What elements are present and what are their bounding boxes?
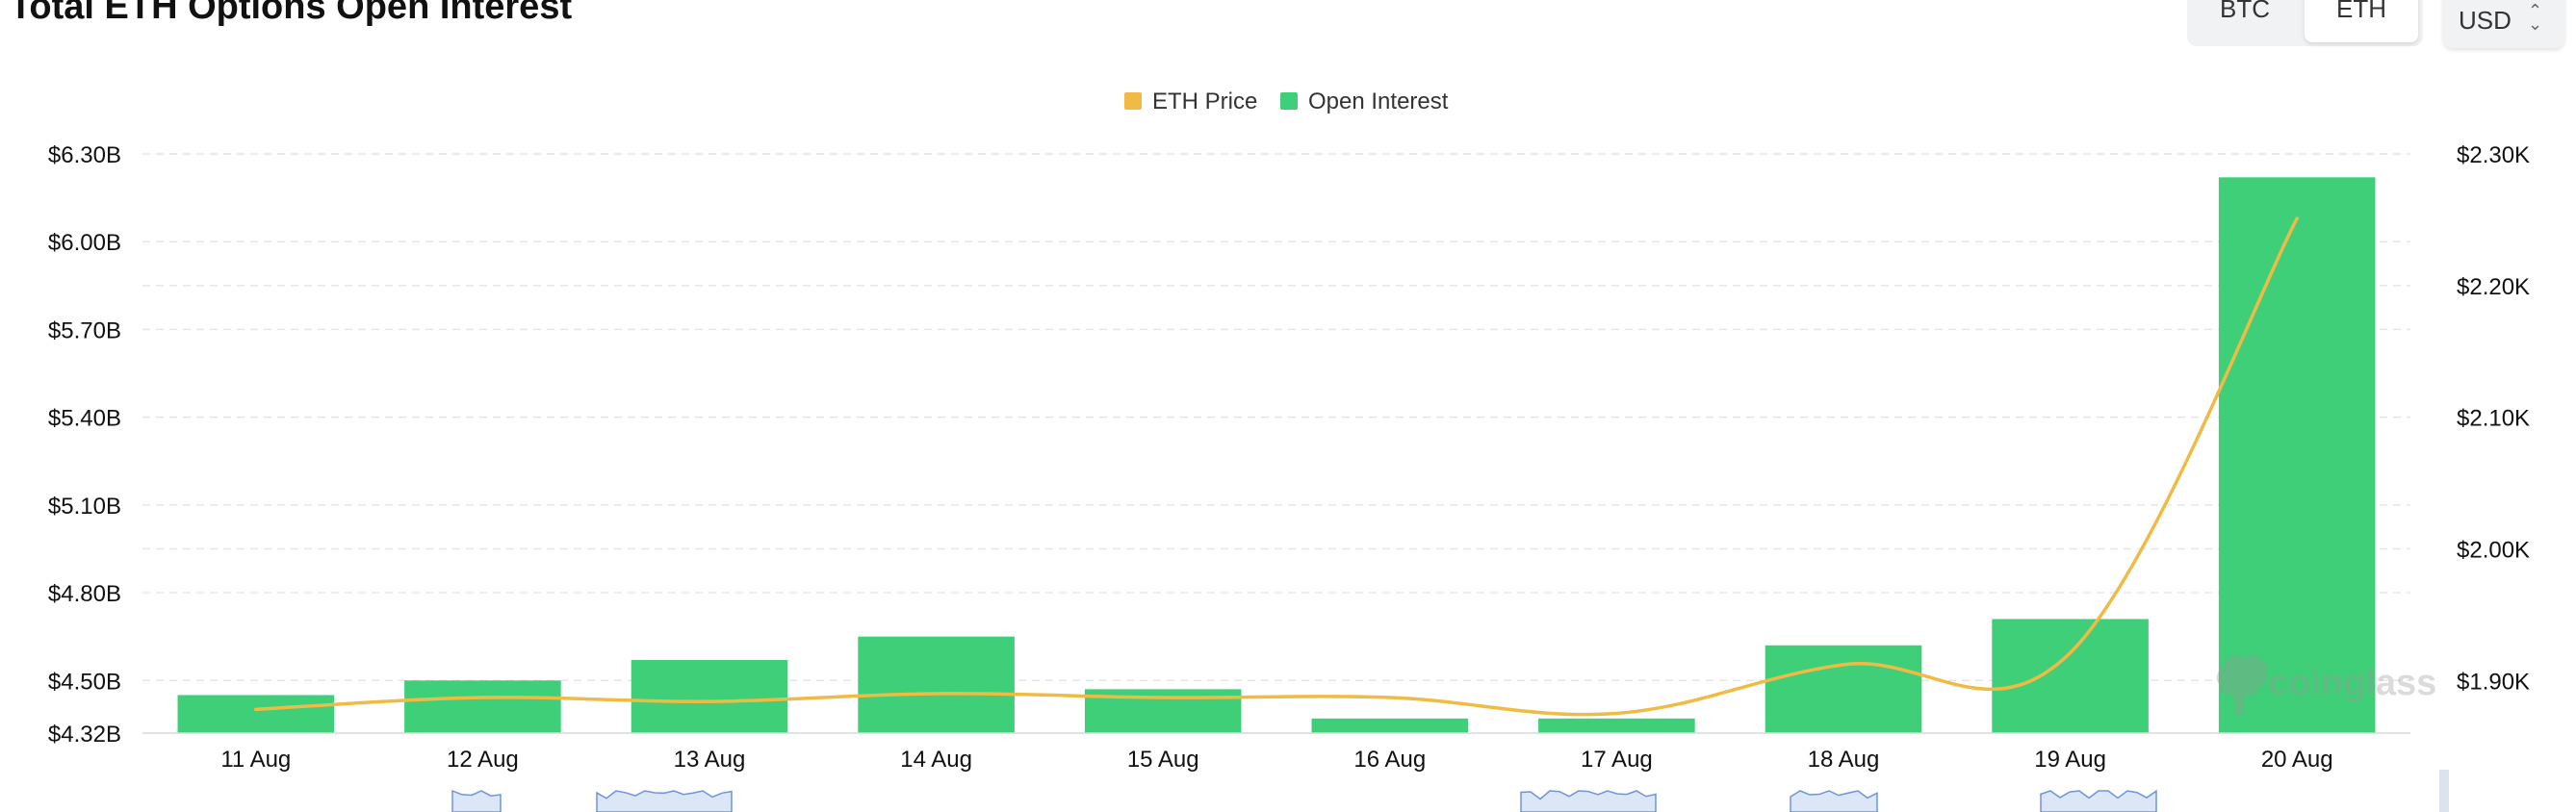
legend: ETH Price Open Interest	[1124, 89, 1449, 114]
y-left-tick-label: $5.40B	[48, 406, 121, 432]
tab-eth[interactable]: ETH	[2305, 0, 2418, 42]
navigator-preview-area	[451, 790, 502, 812]
y-left-tick-label: $6.00B	[48, 230, 121, 256]
y-left-tick-label: $4.50B	[48, 669, 121, 695]
y-left-tick-label: $5.70B	[48, 317, 121, 343]
y-left-tick-label: $4.80B	[48, 581, 121, 607]
x-tick-label: 20 Aug	[2261, 747, 2333, 773]
page-title: Total ETH Options Open Interest	[10, 0, 573, 27]
range-navigator-preview[interactable]	[451, 770, 2449, 812]
open-interest-bar	[2218, 177, 2376, 733]
x-tick-label: 15 Aug	[1127, 747, 1199, 773]
open-interest-bar	[1311, 718, 1469, 733]
legend-label: ETH Price	[1152, 89, 1257, 114]
navigator-preview-area	[1520, 790, 1657, 812]
y-left-tick-label: $4.32B	[48, 722, 121, 748]
y-right-tick-label: $2.30K	[2457, 142, 2530, 168]
grid-lines	[142, 153, 2410, 682]
currency-select[interactable]: USD ⌃ ⌄	[2443, 0, 2564, 48]
open-interest-bar	[404, 680, 561, 733]
watermark: coinglass	[2216, 654, 2436, 716]
x-tick-label: 16 Aug	[1353, 747, 1426, 773]
x-tick-label: 19 Aug	[2034, 747, 2106, 773]
legend-label: Open Interest	[1308, 89, 1449, 114]
y-axis-left: $4.32B $4.50B $4.80B $5.10B $5.40B $5.70B $6.0…	[48, 142, 121, 748]
y-right-tick-label: $1.90K	[2457, 669, 2530, 695]
y-right-tick-label: $2.20K	[2457, 274, 2530, 300]
open-interest-bar	[858, 636, 1015, 733]
x-tick-label: 12 Aug	[447, 747, 519, 773]
y-right-tick-label: $2.10K	[2457, 406, 2530, 432]
x-tick-label: 11 Aug	[220, 747, 291, 773]
x-tick-label: 14 Aug	[900, 747, 972, 773]
open-interest-bar	[177, 695, 335, 733]
watermark-text: coinglass	[2268, 663, 2436, 703]
open-interest-bar	[1538, 718, 1695, 733]
chevron-updown-icon: ⌃ ⌄	[2528, 1, 2543, 34]
legend-swatch	[1280, 92, 1298, 110]
navigator-preview-area	[596, 790, 733, 812]
coinglass-logo-icon	[2216, 654, 2268, 716]
coin-toggle: BTC ETH	[2187, 0, 2423, 46]
open-interest-bars	[177, 177, 2376, 733]
x-tick-label: 13 Aug	[674, 747, 746, 773]
y-left-tick-label: $5.10B	[48, 494, 121, 520]
tab-btc[interactable]: BTC	[2220, 0, 2270, 23]
x-axis: 11 Aug 12 Aug 13 Aug 14 Aug 15 Aug 16 Aug 17 A…	[142, 732, 2410, 773]
y-right-tick-label: $2.00K	[2457, 537, 2530, 563]
currency-value: USD	[2459, 6, 2512, 35]
navigator-handle	[2439, 770, 2449, 812]
y-left-tick-label: $6.30B	[48, 142, 121, 168]
x-tick-label: 18 Aug	[1808, 747, 1880, 773]
navigator-preview-area	[1790, 790, 1878, 812]
legend-swatch	[1124, 92, 1142, 110]
open-interest-bar	[1992, 619, 2149, 733]
open-interest-bar	[631, 659, 788, 733]
eth-price-series-line	[254, 216, 2299, 717]
x-tick-label: 17 Aug	[1581, 747, 1653, 773]
open-interest-bar	[1765, 645, 1922, 733]
navigator-preview-area	[2040, 789, 2157, 812]
y-axis-right: $1.90K $2.00K $2.10K $2.20K $2.30K	[2457, 142, 2530, 695]
eth-price-line	[254, 216, 2299, 717]
